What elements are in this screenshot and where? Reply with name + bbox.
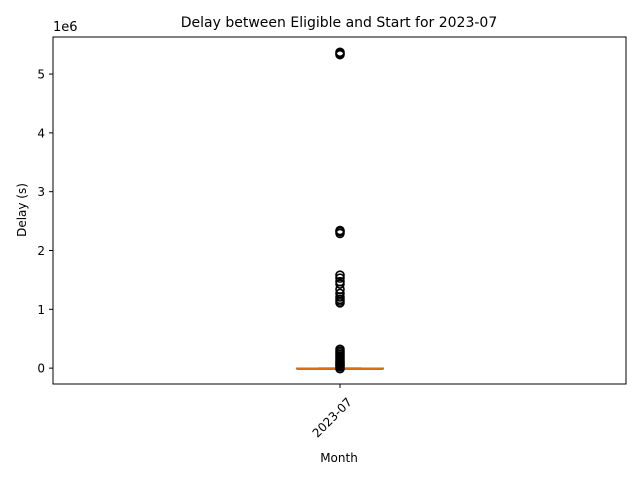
outlier-point — [335, 270, 345, 280]
outlier-point — [335, 49, 345, 60]
y-tick-label: 1 — [37, 303, 45, 317]
outlier-point — [335, 273, 345, 283]
outlier-point — [335, 363, 345, 374]
y-tick-label: 3 — [37, 185, 45, 199]
y-tick-label: 5 — [37, 68, 45, 82]
outlier-point — [335, 298, 345, 308]
plot-area — [296, 47, 384, 374]
y-tick-label: 2 — [37, 244, 45, 258]
x-axis-label: Month — [320, 451, 358, 465]
y-tick-label: 0 — [37, 362, 45, 376]
outlier-point — [335, 228, 345, 239]
y-axis-label: Delay (s) — [15, 183, 29, 237]
outlier-point — [335, 279, 345, 289]
chart-title: Delay between Eligible and Start for 202… — [181, 15, 497, 31]
y-tick-label: 4 — [37, 126, 45, 140]
y-offset-label: 1e6 — [53, 20, 78, 35]
